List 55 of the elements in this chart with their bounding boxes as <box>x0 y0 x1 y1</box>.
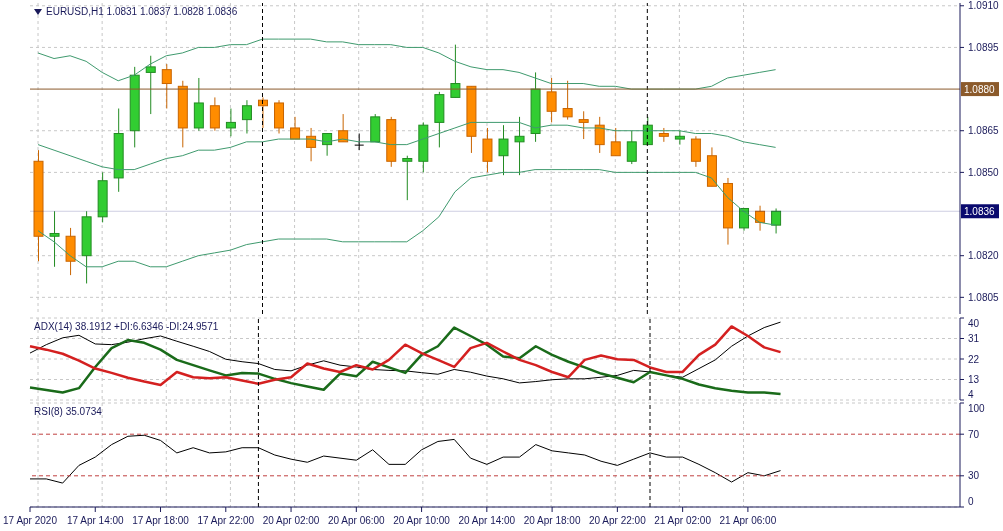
x-tick-label: 20 Apr 18:00 <box>523 515 581 526</box>
candlestick <box>225 108 236 137</box>
x-tick-label: 21 Apr 02:00 <box>654 515 712 526</box>
candlestick <box>209 96 220 132</box>
candlestick <box>755 205 766 232</box>
candlestick <box>338 113 349 143</box>
y-tick-label: 40 <box>968 318 980 329</box>
line-series <box>37 38 777 90</box>
candlestick <box>49 210 60 268</box>
candlestick <box>594 116 605 154</box>
line-series <box>37 121 777 171</box>
x-tick-label: 20 Apr 02:00 <box>262 515 320 526</box>
candlestick <box>690 135 701 168</box>
y-tick-label: 13 <box>968 374 980 385</box>
candlestick <box>610 127 621 157</box>
y-tick-label: 1.0850 <box>968 166 1000 178</box>
ref-line-label: 1.0880 <box>964 84 996 96</box>
x-tick-label: 17 Apr 14:00 <box>66 515 125 526</box>
chart-title: RSI(8) 35.0734 <box>34 406 102 417</box>
x-tick-label: 17 Apr 18:00 <box>132 515 190 526</box>
y-tick-label: 1.0910 <box>968 0 1000 12</box>
candlestick <box>514 116 525 176</box>
y-tick-label: 22 <box>968 353 980 365</box>
y-tick-label: 1.0865 <box>968 125 1000 137</box>
x-tick-label: 20 Apr 22:00 <box>589 515 647 526</box>
candlestick <box>498 124 509 176</box>
y-tick-label: 100 <box>968 403 986 414</box>
candlestick <box>562 80 573 121</box>
x-tick-label: 21 Apr 06:00 <box>719 515 777 526</box>
chart-title: EURUSD,H1 1.0831 1.0837 1.0828 1.0836 <box>46 6 238 17</box>
y-tick-label: 30 <box>968 470 980 482</box>
x-tick-label: 20 Apr 06:00 <box>327 515 386 526</box>
x-tick-label: 17 Apr 2020 <box>3 515 58 526</box>
candlestick <box>402 155 413 201</box>
x-tick-label: 20 Apr 14:00 <box>458 515 516 526</box>
y-tick-label: 0 <box>968 496 974 507</box>
y-tick-label: 31 <box>968 333 980 344</box>
y-tick-label: 70 <box>968 428 980 440</box>
y-tick-label: 1.0895 <box>968 41 1000 53</box>
candlestick <box>241 99 252 135</box>
candlestick <box>482 127 493 173</box>
candlestick <box>771 207 782 234</box>
y-tick-label: 1.0805 <box>968 291 1000 303</box>
candlestick <box>546 77 557 123</box>
candlestick <box>674 130 685 146</box>
y-tick-label: 1.0820 <box>968 250 1000 262</box>
x-tick-label: 17 Apr 22:00 <box>197 515 255 526</box>
ref-line-label: 1.0836 <box>964 206 996 218</box>
chart-title: ADX(14) 38.1912 +DI:6.6346 -DI:24.9571 <box>34 321 219 332</box>
candlestick <box>626 130 637 165</box>
candlestick <box>145 55 156 115</box>
x-tick-label: 20 Apr 10:00 <box>393 515 451 526</box>
candlestick <box>161 63 172 110</box>
y-tick-label: 4 <box>968 389 974 400</box>
candlestick <box>578 110 589 140</box>
